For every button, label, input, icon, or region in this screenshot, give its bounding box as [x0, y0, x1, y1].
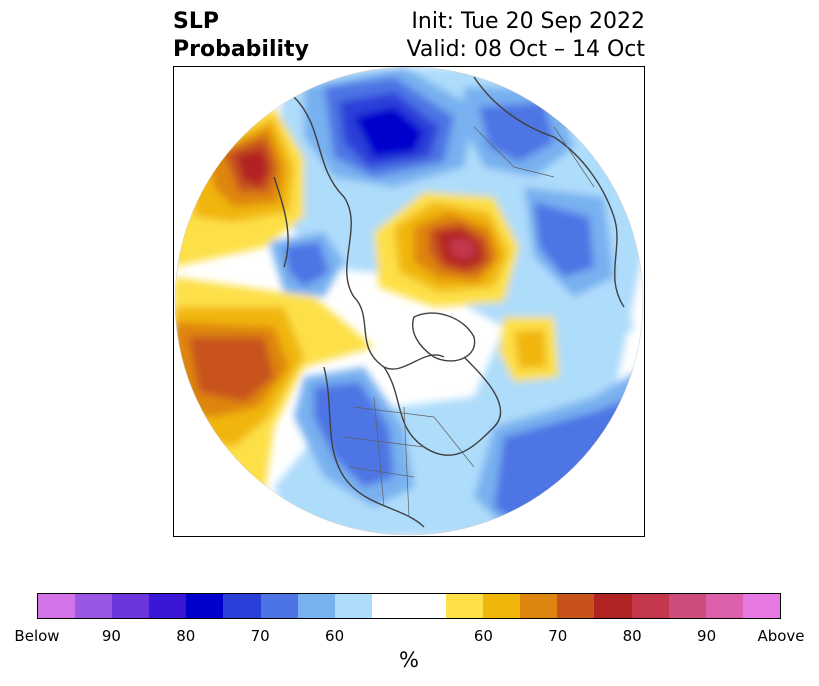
- colorbar-tick-label: Below: [14, 627, 60, 645]
- colorbar-segment: [186, 594, 224, 618]
- colorbar-tick-label: 70: [548, 627, 568, 645]
- variable-title: SLP: [173, 9, 219, 34]
- colorbar-segment: [742, 594, 780, 618]
- colorbar-tick-label: 60: [325, 627, 345, 645]
- colorbar-tick-label: 90: [101, 627, 121, 645]
- variable-subtitle: Probability: [173, 37, 309, 62]
- colorbar-segment: [334, 594, 372, 618]
- colorbar-tick-label: 80: [622, 627, 642, 645]
- colorbar-tick-label: Above: [757, 627, 805, 645]
- borders: [343, 126, 595, 518]
- colorbar-segment: [260, 594, 298, 618]
- colorbar-tick-label: 90: [697, 627, 717, 645]
- valid-range: Valid: 08 Oct – 14 Oct: [406, 37, 645, 62]
- colorbar-tick-label: 70: [250, 627, 270, 645]
- colorbar-segment: [149, 594, 187, 618]
- colorbar-tick-label: 60: [473, 627, 493, 645]
- colorbar-unit: %: [399, 648, 419, 672]
- colorbar-tick-label: 80: [176, 627, 196, 645]
- colorbar-segment: [38, 594, 76, 618]
- colorbar-segment: [668, 594, 706, 618]
- colorbar-segment: [371, 594, 409, 618]
- title-left: SLP Probability: [173, 8, 309, 64]
- colorbar-segment: [705, 594, 743, 618]
- colorbar-segment: [520, 594, 558, 618]
- colorbar-segment: [408, 594, 447, 618]
- colorbar-segment: [223, 594, 261, 618]
- init-date: Init: Tue 20 Sep 2022: [411, 9, 645, 34]
- colorbar-segment: [594, 594, 632, 618]
- probability-map: [173, 66, 645, 537]
- colorbar-segment: [297, 594, 335, 618]
- map-svg: [174, 67, 644, 536]
- colorbar-segment: [557, 594, 595, 618]
- colorbar: [37, 593, 781, 619]
- title-right: Init: Tue 20 Sep 2022 Valid: 08 Oct – 14…: [407, 8, 645, 64]
- colorbar-segment: [75, 594, 113, 618]
- colorbar-segment: [112, 594, 150, 618]
- colorbar-segment: [446, 594, 484, 618]
- colorbar-segment: [631, 594, 669, 618]
- colorbar-segment: [483, 594, 521, 618]
